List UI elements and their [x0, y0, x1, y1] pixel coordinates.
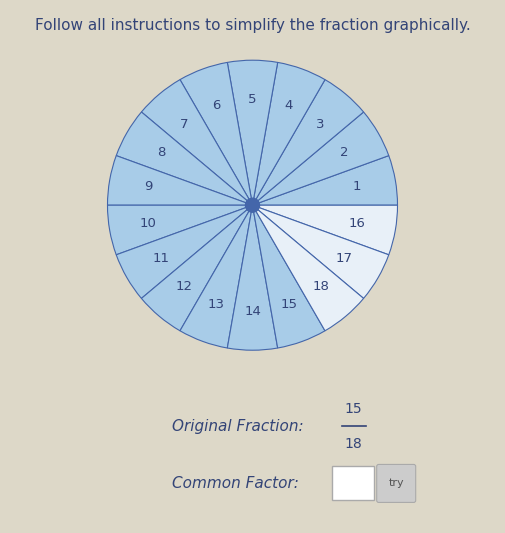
- Wedge shape: [252, 79, 364, 205]
- FancyBboxPatch shape: [332, 466, 374, 500]
- Text: 15: 15: [280, 298, 297, 311]
- Text: 5: 5: [248, 93, 257, 106]
- Wedge shape: [108, 156, 253, 205]
- Text: 3: 3: [316, 118, 325, 131]
- Text: 2: 2: [340, 146, 348, 159]
- Text: Follow all instructions to simplify the fraction graphically.: Follow all instructions to simplify the …: [35, 18, 470, 33]
- Text: 10: 10: [140, 217, 157, 230]
- Circle shape: [245, 198, 260, 212]
- Wedge shape: [252, 205, 397, 255]
- Wedge shape: [227, 205, 278, 350]
- FancyBboxPatch shape: [377, 464, 416, 503]
- Wedge shape: [252, 205, 364, 331]
- Wedge shape: [141, 205, 252, 331]
- Text: 16: 16: [348, 217, 365, 230]
- Text: 7: 7: [180, 118, 189, 131]
- Wedge shape: [141, 79, 252, 205]
- Wedge shape: [252, 205, 389, 298]
- Wedge shape: [252, 112, 389, 205]
- Text: 12: 12: [176, 280, 193, 293]
- Text: 4: 4: [284, 99, 293, 112]
- Wedge shape: [252, 205, 325, 348]
- Wedge shape: [252, 62, 325, 205]
- Text: 17: 17: [336, 252, 352, 264]
- Text: try: try: [388, 479, 404, 488]
- Wedge shape: [116, 112, 253, 205]
- Text: 6: 6: [212, 99, 221, 112]
- Text: 8: 8: [157, 146, 165, 159]
- Wedge shape: [252, 156, 397, 205]
- Text: 18: 18: [345, 437, 363, 451]
- Text: 1: 1: [352, 180, 361, 193]
- Wedge shape: [180, 62, 252, 205]
- Text: Original Fraction:: Original Fraction:: [172, 419, 304, 434]
- Text: 11: 11: [153, 252, 169, 264]
- Wedge shape: [116, 205, 253, 298]
- Wedge shape: [108, 205, 253, 255]
- Text: 18: 18: [312, 280, 329, 293]
- Wedge shape: [227, 60, 278, 205]
- Text: 9: 9: [144, 180, 153, 193]
- Wedge shape: [180, 205, 252, 348]
- Text: Common Factor:: Common Factor:: [172, 476, 298, 491]
- Text: 13: 13: [208, 298, 225, 311]
- Text: 14: 14: [244, 304, 261, 318]
- Text: 15: 15: [345, 402, 363, 416]
